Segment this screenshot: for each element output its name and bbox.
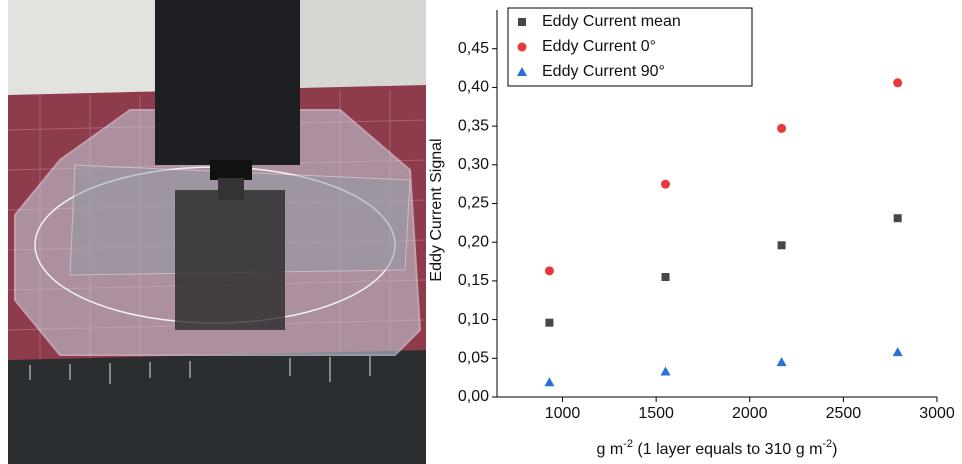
marker-square xyxy=(661,273,670,282)
y-tick-label: 0,10 xyxy=(458,311,489,328)
x-tick-label: 1000 xyxy=(545,405,581,422)
marker-circle xyxy=(544,266,554,276)
legend-label: Eddy Current mean xyxy=(542,13,681,30)
chart: 0,00 0,05 0,10 0,15 0,20 0,25 0,30 0,35 0,40 0,45… xyxy=(428,7,955,458)
marker-square xyxy=(545,318,554,327)
marker-triangle xyxy=(517,67,527,76)
marker-circle xyxy=(517,42,527,52)
legend-box xyxy=(507,7,753,87)
y-tick-label: 0,40 xyxy=(458,79,489,96)
legend-label: Eddy Current 90° xyxy=(542,63,665,80)
x-axis-label: g m-2 (1 layer equals to 310 g m-2) xyxy=(597,438,838,458)
x-axis-label-part: ) xyxy=(832,441,837,458)
x-tick-label: 2500 xyxy=(826,405,862,422)
x-axis-label-part: -2 xyxy=(623,438,633,450)
y-tick-label: 0,15 xyxy=(458,272,489,289)
x-tick-label: 2000 xyxy=(732,405,768,422)
marker-square xyxy=(518,18,526,26)
marker-triangle xyxy=(892,347,903,357)
y-tick-label: 0,30 xyxy=(458,156,489,173)
marker-circle xyxy=(893,78,903,88)
x-tick-label: 3000 xyxy=(919,405,955,422)
x-axis-label-part: -2 xyxy=(822,438,832,450)
x-axis-label-part: (1 layer equals to 310 g m xyxy=(633,441,822,458)
x-axis-label-part: g m xyxy=(597,441,624,458)
y-tick-label: 0,05 xyxy=(458,350,489,367)
y-tick-label: 0,00 xyxy=(458,388,489,405)
marker-square xyxy=(777,241,786,250)
marker-circle xyxy=(777,123,787,133)
y-tick-label: 0,35 xyxy=(458,117,489,134)
y-tick-label: 0,25 xyxy=(458,195,489,212)
legend-label: Eddy Current 0° xyxy=(542,38,656,55)
marker-circle xyxy=(661,179,671,189)
photo xyxy=(7,0,427,464)
marker-square xyxy=(893,214,902,223)
marker-triangle xyxy=(544,377,555,387)
marker-triangle xyxy=(776,357,787,367)
marker-triangle xyxy=(660,366,671,376)
x-tick-label: 1500 xyxy=(638,405,674,422)
y-tick-label: 0,45 xyxy=(458,40,489,57)
y-axis-label: Eddy Current Signal xyxy=(428,138,445,281)
y-tick-label: 0,20 xyxy=(458,233,489,250)
